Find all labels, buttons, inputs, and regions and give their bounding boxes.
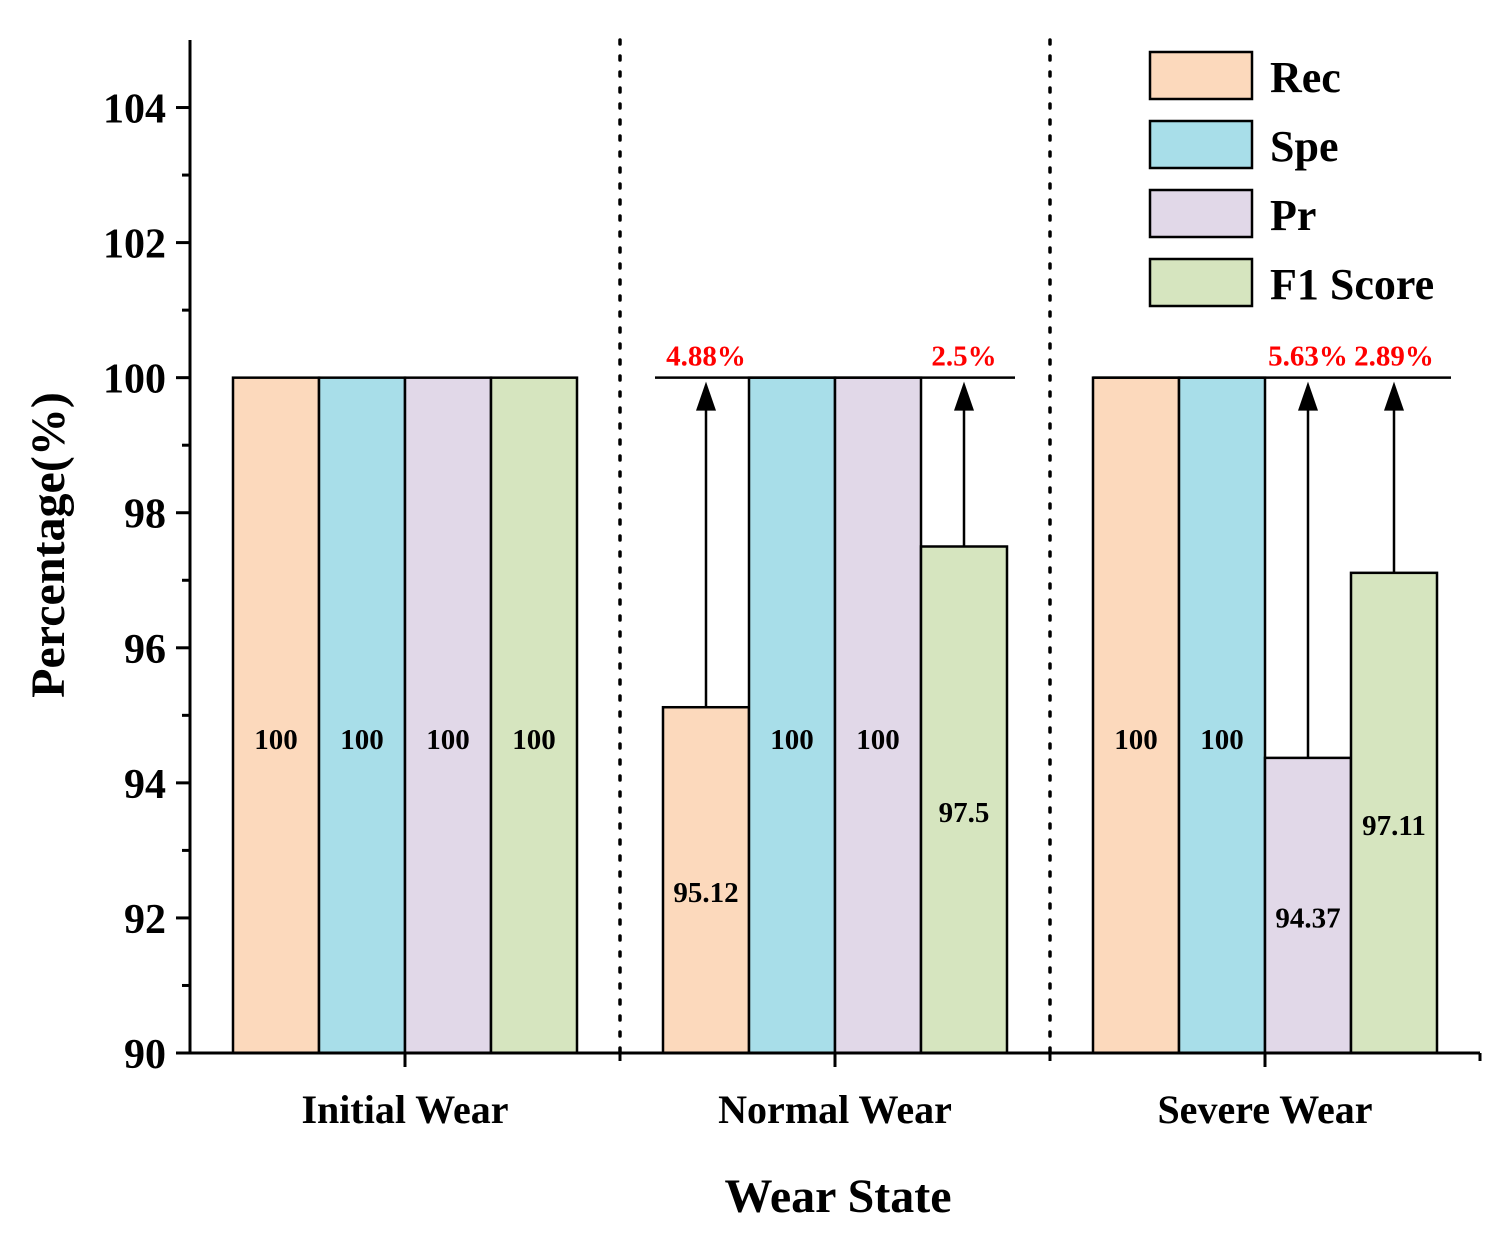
bar-pr (833, 376, 923, 1055)
y-tick-label: 90 (124, 1032, 166, 1078)
bar-spe (1177, 376, 1267, 1055)
legend: Rec Spe Pr F1 Score (1148, 50, 1434, 309)
improvement-label: 2.89% (1354, 341, 1434, 373)
bar-value-label: 100 (856, 724, 900, 756)
y-tick-label: 98 (124, 492, 166, 538)
improvement-label: 5.63% (1268, 341, 1348, 373)
bar-pr (403, 376, 493, 1055)
bar-value-labels: 100 95.12 100 100 100 100 100 100 94.37 100 97.5 97… (254, 724, 1426, 934)
bar-value-label: 100 (1200, 724, 1244, 756)
improvement-arrowhead (1384, 381, 1404, 411)
legend-swatch-spe (1148, 119, 1254, 170)
x-tick-label: Severe Wear (1157, 1087, 1372, 1132)
improvement-arrowhead (1298, 381, 1318, 411)
legend-label: Pr (1270, 191, 1316, 240)
improvement-label: 4.88% (666, 341, 746, 373)
improvement-label: 2.5% (931, 341, 996, 373)
improvement-arrowhead (696, 381, 716, 411)
bar-value-label: 97.5 (939, 797, 990, 829)
y-axis-title: Percentage(%) (22, 392, 75, 698)
y-tick-label: 96 (124, 627, 166, 673)
bar-f1-score (489, 376, 579, 1055)
y-tick-label: 94 (124, 762, 166, 808)
bar-value-label: 97.11 (1362, 810, 1426, 842)
x-tick-label: Normal Wear (718, 1087, 952, 1132)
x-tick-label: Initial Wear (301, 1087, 508, 1132)
axes: 90 92 94 96 98 100 102 104 Initial Wear Normal We… (103, 40, 1482, 1132)
legend-swatch-rec (1148, 50, 1254, 101)
bar-value-label: 100 (254, 724, 298, 756)
bar-pr (1263, 756, 1353, 1055)
bars (231, 376, 1439, 1055)
y-tick-label: 92 (124, 897, 166, 943)
legend-swatch-pr (1148, 188, 1254, 239)
x-axis-title: Wear State (724, 1170, 951, 1223)
legend-swatch-f1-score (1148, 257, 1254, 308)
bar-value-label: 100 (512, 724, 556, 756)
legend-label: Rec (1270, 53, 1341, 102)
bar-rec (231, 376, 321, 1055)
bar-rec (661, 705, 751, 1055)
y-tick-label: 102 (103, 222, 166, 268)
bar-value-label: 94.37 (1275, 902, 1340, 934)
bar-value-label: 95.12 (673, 877, 738, 909)
improvement-arrows: 4.88% 2.5% 5.63% 2.89% (655, 341, 1451, 758)
bar-value-label: 100 (426, 724, 470, 756)
legend-label: F1 Score (1270, 260, 1434, 309)
y-tick-label: 104 (103, 87, 166, 133)
bar-value-label: 100 (770, 724, 814, 756)
bar-value-label: 100 (340, 724, 384, 756)
bar-f1-score (1349, 571, 1439, 1055)
y-tick-label: 100 (103, 357, 166, 403)
bar-spe (317, 376, 407, 1055)
bar-value-label: 100 (1114, 724, 1158, 756)
bar-spe (747, 376, 837, 1055)
bar-rec (1091, 376, 1181, 1055)
improvement-arrowhead (954, 381, 974, 411)
legend-label: Spe (1270, 122, 1338, 171)
